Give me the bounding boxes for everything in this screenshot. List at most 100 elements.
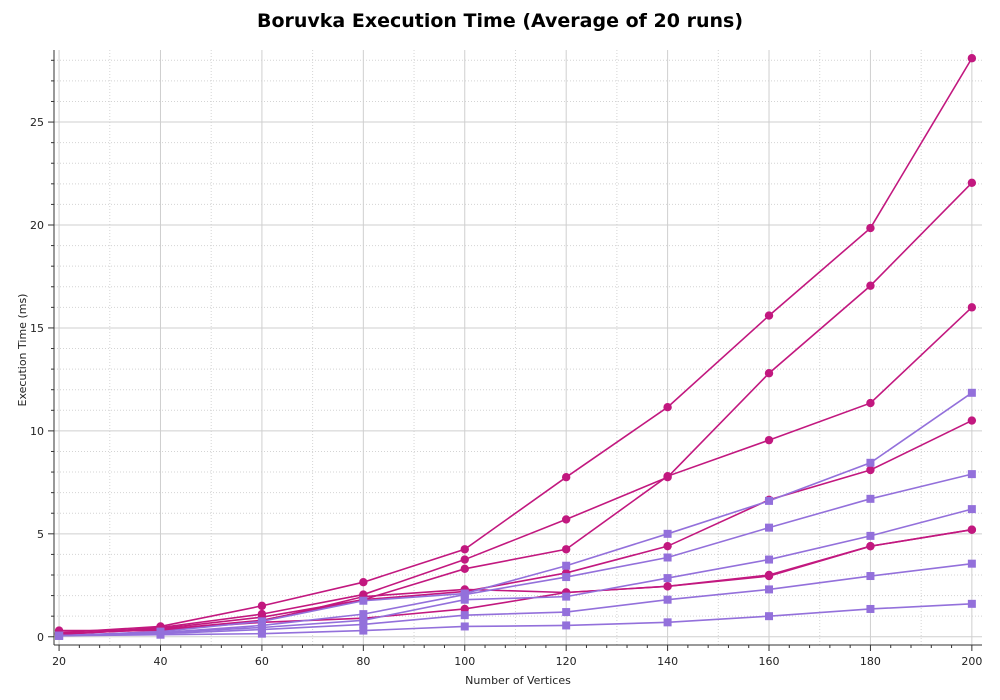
data-point <box>359 610 368 619</box>
data-point <box>663 403 672 412</box>
series-line <box>59 392 973 637</box>
data-point <box>967 416 977 425</box>
x-tick-label: 20 <box>52 655 66 668</box>
y-axis-label: Execution Time (ms) <box>16 294 29 407</box>
data-point <box>562 621 571 630</box>
y-tick-label: 15 <box>30 322 44 335</box>
x-tick-label: 200 <box>961 655 982 668</box>
data-point <box>866 458 875 467</box>
data-point <box>663 582 672 591</box>
data-point <box>561 473 571 482</box>
y-tick-label: 10 <box>30 425 44 438</box>
data-point <box>359 616 368 625</box>
data-point <box>764 570 774 580</box>
data-point <box>663 541 672 551</box>
data-point <box>663 618 672 627</box>
data-point <box>967 388 976 397</box>
data-point <box>967 470 976 479</box>
data-point <box>866 541 875 551</box>
data-point <box>562 608 571 617</box>
data-point <box>967 559 976 568</box>
data-point <box>866 465 875 475</box>
x-tick-label: 60 <box>255 655 269 668</box>
series-line <box>59 57 973 634</box>
data-point <box>866 531 875 540</box>
data-point <box>765 612 774 621</box>
y-tick-label: 20 <box>30 219 44 232</box>
y-tick-label: 25 <box>30 116 44 129</box>
data-point <box>359 620 368 629</box>
data-point <box>460 545 469 554</box>
data-point <box>460 590 469 599</box>
x-tick-label: 160 <box>759 655 780 668</box>
data-point <box>765 523 774 532</box>
data-point <box>562 573 571 582</box>
data-point <box>764 311 774 320</box>
data-point <box>866 572 875 581</box>
x-tick-label: 140 <box>657 655 678 668</box>
axes: 20 40 60 80 100 120 140 160 180 200 0 5 10 15 20 25 <box>30 50 982 668</box>
data-point <box>257 617 266 626</box>
x-tick-label: 100 <box>454 655 475 668</box>
data-point <box>765 585 774 594</box>
x-tick-label: 180 <box>860 655 881 668</box>
data-point <box>460 604 469 614</box>
x-tick-label: 80 <box>356 655 370 668</box>
data-point <box>561 545 571 554</box>
series-line <box>59 473 973 637</box>
data-point <box>257 629 266 638</box>
x-tick-label: 40 <box>153 655 167 668</box>
data-point <box>359 596 368 605</box>
data-point <box>561 515 571 524</box>
data-point <box>257 625 266 634</box>
series-line <box>59 562 972 637</box>
data-point <box>359 578 368 587</box>
data-point <box>967 599 976 608</box>
y-tick-label: 0 <box>37 631 44 644</box>
data-point <box>257 601 267 611</box>
data-point <box>663 574 672 583</box>
y-tick-label: 5 <box>37 528 44 541</box>
chart-title: Boruvka Execution Time (Average of 20 ru… <box>256 10 744 32</box>
series-11 <box>55 599 976 640</box>
data-point <box>967 303 977 312</box>
data-point <box>765 555 774 564</box>
data-point <box>765 496 774 505</box>
series-line <box>59 419 973 635</box>
data-point <box>967 525 977 534</box>
data-point <box>460 595 469 604</box>
data-point <box>562 592 571 601</box>
data-point <box>663 529 672 538</box>
data-point <box>967 178 977 187</box>
grid <box>54 50 982 645</box>
data-point <box>967 505 976 514</box>
series-line <box>59 182 973 636</box>
data-point <box>156 630 165 639</box>
data-point <box>866 604 875 613</box>
x-tick-label: 120 <box>556 655 577 668</box>
data-point <box>764 369 774 378</box>
series-line <box>59 306 973 636</box>
data-point <box>866 398 875 408</box>
series-1 <box>54 54 977 637</box>
data-point <box>866 494 875 503</box>
data-point <box>55 631 64 640</box>
x-axis-label: Number of Vertices <box>465 674 571 687</box>
data-point <box>967 54 977 63</box>
series-line <box>59 603 972 637</box>
data-point <box>460 555 469 564</box>
data-point <box>866 223 875 233</box>
data-point <box>663 471 672 481</box>
data-point <box>460 611 469 620</box>
series-line <box>59 508 973 637</box>
data-point <box>359 626 368 635</box>
data-point <box>663 553 672 562</box>
data-point <box>460 564 469 574</box>
data-point <box>562 561 571 570</box>
data-point <box>663 595 672 604</box>
data-point <box>460 622 469 631</box>
data-point <box>764 435 774 445</box>
series-layer <box>54 54 977 640</box>
